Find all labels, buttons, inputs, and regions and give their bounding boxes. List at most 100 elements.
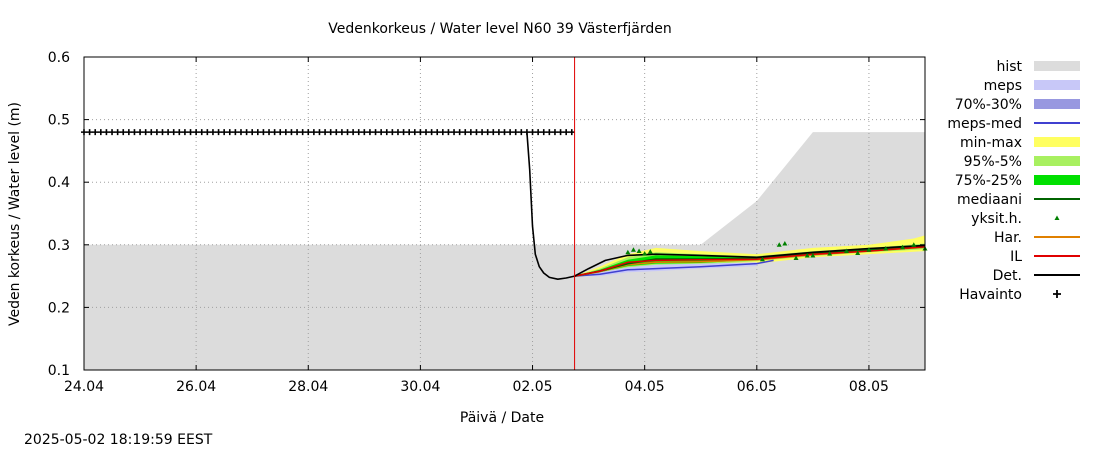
havainto-point (260, 129, 267, 136)
y-axis-label: Veden korkeus / Water level (m) (7, 102, 23, 326)
havainto-point (327, 129, 334, 136)
havainto-point (120, 129, 127, 136)
havainto-point (350, 129, 357, 136)
havainto-point (125, 129, 132, 136)
havainto-point (148, 129, 155, 136)
y-tick-label: 0.4 (48, 175, 70, 191)
havainto-point (518, 129, 525, 136)
havainto-point (389, 129, 396, 136)
havainto-point (153, 129, 160, 136)
havainto-point (473, 129, 480, 136)
yksit-point (630, 247, 636, 252)
havainto-point (142, 129, 149, 136)
havainto-point (193, 129, 200, 136)
legend-label-yksit: yksit.h. (971, 211, 1022, 227)
havainto-point (209, 129, 216, 136)
y-tick-label: 0.5 (48, 113, 70, 129)
havainto-point (243, 129, 250, 136)
yksit-point (759, 256, 765, 262)
legend-label-hist: hist (996, 59, 1022, 75)
havainto-point (535, 129, 542, 136)
y-tick-label: 0.6 (48, 50, 70, 66)
chart-title: Vedenkorkeus / Water level N60 39 Väster… (328, 21, 672, 37)
plot-area: 24.04 26.04 28.04 30.04 02.05 04.05 06.05 08.05… (48, 50, 928, 395)
yksit-point (776, 242, 782, 247)
legend-swatch-p95_5 (1034, 156, 1080, 166)
y-tick-label: 0.1 (48, 363, 70, 379)
havainto-point (204, 129, 211, 136)
havainto-point (366, 129, 373, 136)
x-tick-label: 28.04 (288, 379, 328, 395)
havainto-point (277, 129, 284, 136)
yksit-point (636, 248, 642, 254)
havainto-point (344, 129, 351, 136)
havainto-point (165, 129, 172, 136)
havainto-point (97, 129, 104, 136)
havainto-point (428, 129, 435, 136)
havainto-point (333, 129, 340, 136)
havainto-point (316, 129, 323, 136)
havainto-point (445, 129, 452, 136)
havainto-point (221, 129, 228, 136)
legend-label-havainto: Havainto (959, 287, 1022, 303)
havainto-point (394, 129, 401, 136)
havainto-point (237, 129, 244, 136)
legend-label-il: IL (1010, 249, 1022, 265)
x-tick-label: 26.04 (176, 379, 216, 395)
havainto-point (114, 129, 121, 136)
havainto-point (176, 129, 183, 136)
yksit-point (844, 248, 850, 254)
havainto-point (484, 129, 491, 136)
havainto-point (529, 129, 536, 136)
havainto-point (406, 129, 413, 136)
havainto-point (423, 129, 430, 136)
havainto-point (507, 129, 514, 136)
havainto-point (411, 129, 418, 136)
havainto-point (372, 129, 379, 136)
yksit-point (647, 249, 653, 254)
legend-label-p95_5: 95%-5% (964, 154, 1022, 170)
legend-label-meps: meps (984, 78, 1022, 94)
havainto-point (479, 129, 486, 136)
havainto-point (378, 129, 385, 136)
legend-swatch-meps (1034, 80, 1080, 90)
legend: hist meps 70%-30% meps-med min-max 95%-5% 75%-… (947, 59, 1080, 303)
havainto-point (417, 129, 424, 136)
legend-label-minmax: min-max (960, 135, 1022, 151)
y-tick-label: 0.3 (48, 238, 70, 254)
havainto-point (467, 129, 474, 136)
yksit-point (883, 246, 889, 251)
havainto-point (271, 129, 278, 136)
havainto-point (462, 129, 469, 136)
havainto-point (131, 129, 138, 136)
meps-med-line (574, 259, 774, 277)
havainto-point (249, 129, 256, 136)
legend-swatch-p70_30 (1034, 99, 1080, 109)
yksit-point (900, 244, 906, 250)
x-tick-label: 08.05 (849, 379, 889, 395)
havainto-point (434, 129, 441, 136)
yksit-point (911, 242, 917, 247)
havainto-point (282, 129, 289, 136)
havainto-point (299, 129, 306, 136)
havainto-point (557, 129, 564, 136)
plot-border (83, 56, 926, 371)
havainto-point (226, 129, 233, 136)
havainto-point (451, 129, 458, 136)
havainto-point (501, 129, 508, 136)
havainto-point (181, 129, 188, 136)
legend-label-mediaani: mediaani (957, 192, 1022, 208)
legend-label-meps_med: meps-med (947, 116, 1022, 132)
yksit-point (827, 251, 833, 256)
legend-label-har: Har. (994, 230, 1022, 246)
havainto-point (361, 129, 368, 136)
havainto-point (254, 129, 261, 136)
havainto-point (400, 129, 407, 136)
yksit-point (625, 249, 631, 255)
havainto-point (310, 129, 317, 136)
havainto-point (86, 129, 93, 136)
yksit-point (810, 252, 816, 258)
legend-label-p75_25: 75%-25% (955, 173, 1022, 189)
havainto-point (288, 129, 295, 136)
